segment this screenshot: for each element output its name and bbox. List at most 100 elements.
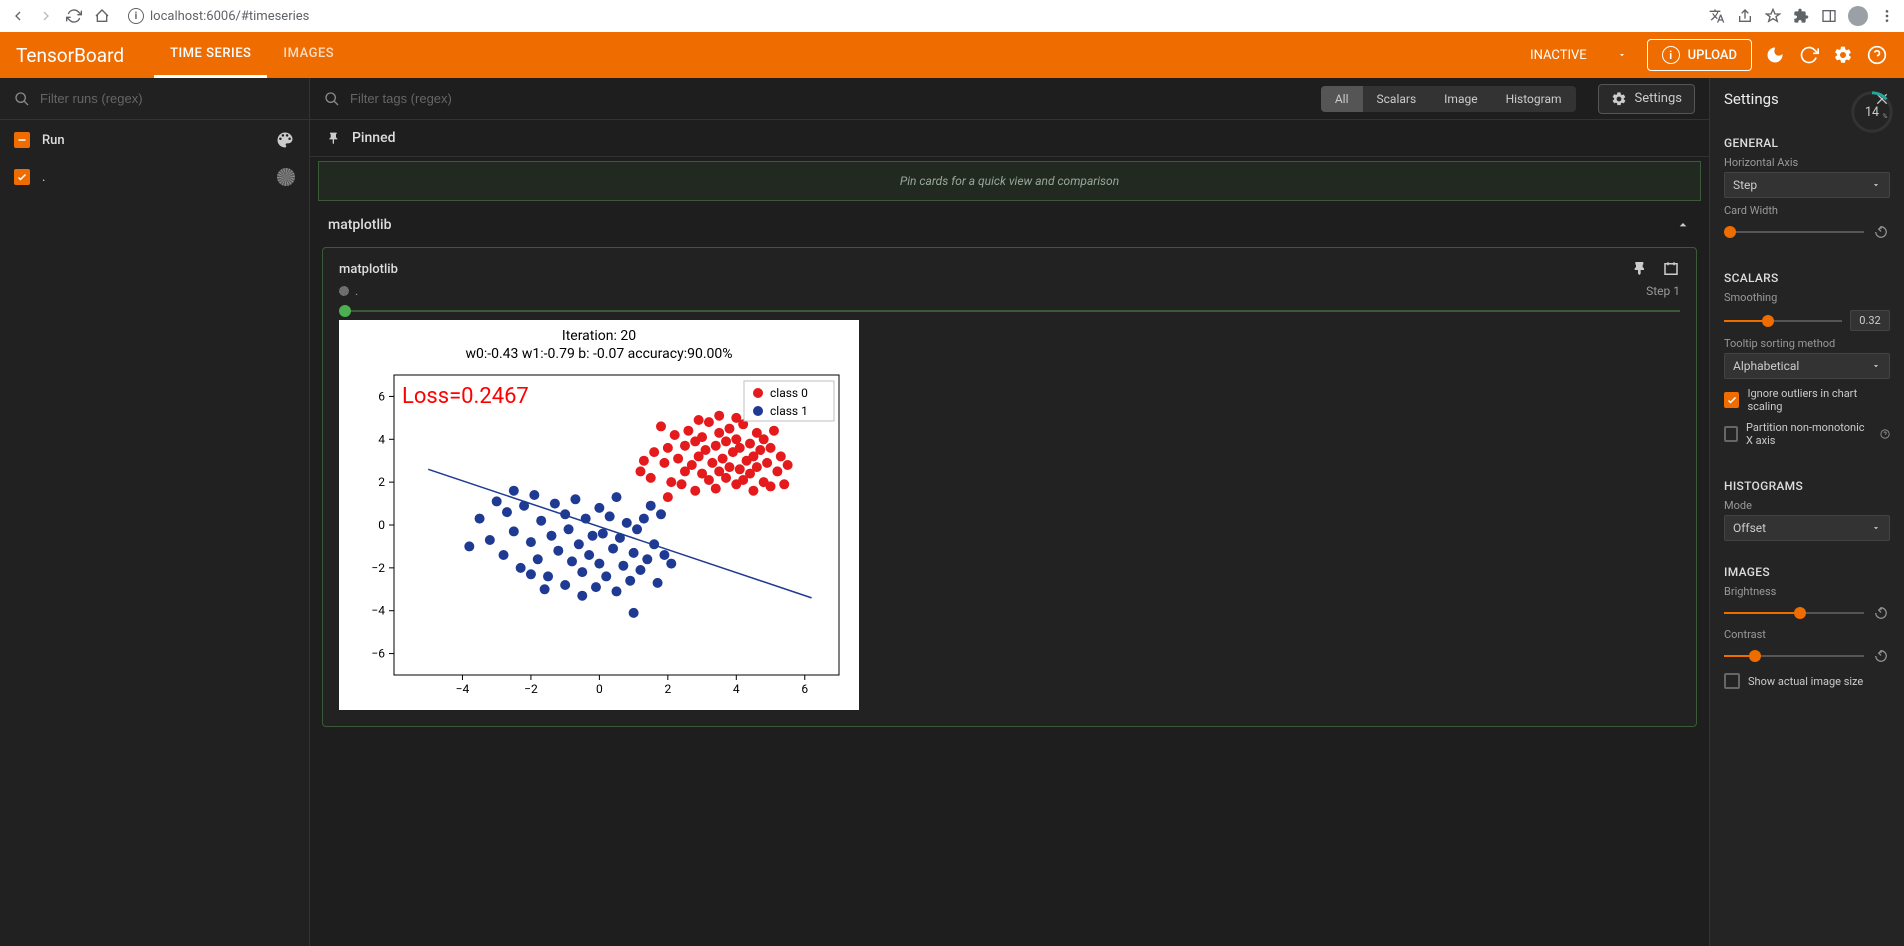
app-header: TensorBoard TIME SERIES IMAGES INACTIVE …: [0, 32, 1904, 78]
svg-text:2: 2: [378, 475, 385, 489]
svg-text:Iteration: 20: Iteration: 20: [562, 328, 636, 344]
back-icon[interactable]: [8, 6, 28, 26]
svg-text:−6: −6: [371, 647, 385, 661]
svg-text:−2: −2: [524, 682, 538, 696]
run-name: .: [42, 170, 45, 185]
pill-scalars[interactable]: Scalars: [1363, 86, 1431, 112]
chart-card: matplotlib . Step 1 Iteration: 20w0:-0.4…: [322, 247, 1697, 727]
refresh-icon[interactable]: [1798, 44, 1820, 66]
run-dot-icon: [339, 286, 349, 296]
upload-label: UPLOAD: [1688, 48, 1737, 63]
matplotlib-chart: Iteration: 20 w0:-0.43 w1:-0.79 b: -0.07 …: [339, 320, 859, 710]
inactive-selector[interactable]: INACTIVE: [1522, 44, 1635, 67]
settings-button[interactable]: Settings: [1598, 84, 1695, 114]
run-item[interactable]: .: [0, 160, 309, 194]
tag-filter-input[interactable]: [350, 91, 1311, 106]
pill-image[interactable]: Image: [1430, 86, 1491, 112]
cardwidth-slider[interactable]: [1724, 231, 1864, 233]
upload-button[interactable]: i UPLOAD: [1647, 39, 1752, 71]
brightness-slider[interactable]: [1724, 612, 1864, 614]
svg-text:6: 6: [378, 389, 385, 403]
share-icon[interactable]: [1736, 7, 1754, 25]
show-actual-checkbox[interactable]: [1724, 673, 1740, 689]
extensions-icon[interactable]: [1792, 7, 1810, 25]
run-color-swatch[interactable]: [277, 168, 295, 186]
tooltip-select[interactable]: Alphabetical: [1724, 353, 1890, 379]
profile-avatar[interactable]: [1848, 6, 1868, 26]
run-checkbox[interactable]: [14, 169, 30, 185]
pill-all[interactable]: All: [1321, 86, 1363, 112]
pin-icon: [326, 130, 342, 146]
show-actual-row[interactable]: Show actual image size: [1724, 673, 1890, 689]
haxis-select[interactable]: Step: [1724, 172, 1890, 198]
gear-icon[interactable]: [1832, 44, 1854, 66]
contrast-slider[interactable]: [1724, 655, 1864, 657]
chevron-down-icon: [1871, 523, 1881, 533]
run-all-checkbox[interactable]: [14, 132, 30, 148]
help-icon[interactable]: [1880, 428, 1890, 440]
partition-row[interactable]: Partition non-monotonic X axis: [1724, 421, 1890, 447]
settings-title: Settings: [1724, 90, 1779, 108]
smoothing-slider[interactable]: [1724, 320, 1842, 322]
home-icon[interactable]: [92, 6, 112, 26]
content-toolbar: All Scalars Image Histogram Settings: [310, 78, 1709, 120]
section-header[interactable]: matplotlib: [310, 205, 1709, 245]
reset-icon[interactable]: [1872, 647, 1890, 665]
address-bar[interactable]: i localhost:6006/#timeseries: [120, 8, 1700, 24]
pin-hint: Pin cards for a quick view and compariso…: [318, 161, 1701, 201]
svg-text:14: 14: [1865, 105, 1879, 120]
gear-icon: [1611, 91, 1627, 107]
settings-panel: Settings 14 % GENERAL Horizontal Axis St…: [1709, 78, 1904, 946]
svg-text:class 1: class 1: [770, 404, 808, 418]
step-slider[interactable]: [339, 310, 1680, 312]
chevron-down-icon: [1617, 50, 1627, 60]
svg-text:2: 2: [664, 682, 671, 696]
ignore-checkbox[interactable]: [1724, 392, 1739, 408]
mode-label: Mode: [1724, 499, 1890, 512]
runs-sidebar: Run .: [0, 78, 310, 946]
pill-histogram[interactable]: Histogram: [1492, 86, 1576, 112]
forward-icon[interactable]: [36, 6, 56, 26]
mode-value: Offset: [1733, 521, 1766, 535]
ignore-outliers-row[interactable]: Ignore outliers in chart scaling: [1724, 387, 1890, 413]
star-icon[interactable]: [1764, 7, 1782, 25]
reset-icon[interactable]: [1872, 604, 1890, 622]
partition-checkbox[interactable]: [1724, 426, 1738, 442]
chevron-up-icon: [1675, 217, 1691, 233]
pin-icon[interactable]: [1632, 260, 1648, 276]
tooltip-value: Alphabetical: [1733, 359, 1799, 373]
tab-images[interactable]: IMAGES: [267, 32, 350, 78]
pinned-label: Pinned: [352, 130, 395, 146]
pinned-header: Pinned: [310, 120, 1709, 157]
svg-text:Loss=0.2467: Loss=0.2467: [402, 384, 529, 409]
panel-icon[interactable]: [1820, 7, 1838, 25]
card-run: .: [355, 284, 358, 298]
step-label: Step 1: [1646, 284, 1680, 298]
app-title: TensorBoard: [16, 44, 124, 67]
svg-text:0: 0: [378, 518, 385, 532]
svg-text:4: 4: [378, 432, 385, 446]
tooltip-label: Tooltip sorting method: [1724, 337, 1890, 350]
mode-select[interactable]: Offset: [1724, 515, 1890, 541]
svg-text:w0:-0.43 w1:-0.79 b: -0.07 acc: w0:-0.43 w1:-0.79 b: -0.07 accuracy:90.0…: [465, 346, 732, 362]
haxis-label: Horizontal Axis: [1724, 156, 1890, 169]
translate-icon[interactable]: [1708, 7, 1726, 25]
reload-icon[interactable]: [64, 6, 84, 26]
menu-icon[interactable]: [1878, 7, 1896, 25]
site-info-icon[interactable]: i: [128, 8, 144, 24]
help-icon[interactable]: [1866, 44, 1888, 66]
smoothing-value[interactable]: 0.32: [1850, 310, 1890, 331]
tab-timeseries[interactable]: TIME SERIES: [154, 32, 267, 78]
show-actual-label: Show actual image size: [1748, 675, 1863, 688]
svg-text:−4: −4: [371, 604, 385, 618]
theme-icon[interactable]: [1764, 44, 1786, 66]
images-title: IMAGES: [1724, 565, 1890, 579]
run-header-row[interactable]: Run: [0, 120, 309, 160]
type-filter-pills: All Scalars Image Histogram: [1321, 86, 1576, 112]
settings-button-label: Settings: [1635, 91, 1682, 106]
reset-icon[interactable]: [1872, 223, 1890, 241]
general-title: GENERAL: [1724, 136, 1890, 150]
run-filter-input[interactable]: [40, 91, 295, 106]
palette-icon[interactable]: [275, 130, 295, 150]
fullscreen-icon[interactable]: [1662, 260, 1680, 278]
